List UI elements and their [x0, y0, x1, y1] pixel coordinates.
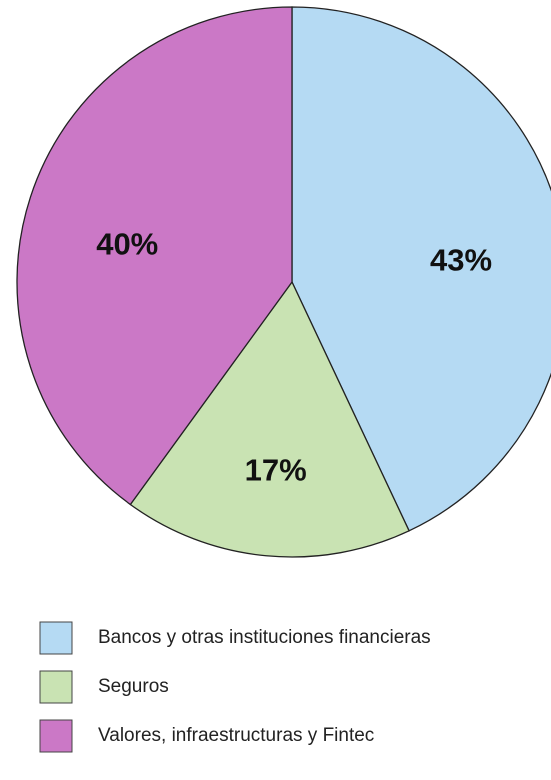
value-label: 17%	[245, 453, 307, 488]
pie-slice	[291, 6, 551, 532]
pie-slice	[16, 6, 293, 506]
legend-label: Seguros	[98, 676, 169, 697]
value-label: 43%	[430, 242, 492, 277]
legend-swatch	[39, 670, 73, 704]
legend-label: Valores, infraestructuras y Fintec	[98, 725, 374, 746]
legend-label: Bancos y otras instituciones financieras	[98, 627, 431, 648]
legend-swatch	[39, 621, 73, 655]
pie-slice	[129, 280, 410, 558]
value-label: 40%	[96, 227, 158, 262]
legend-swatch	[39, 719, 73, 753]
